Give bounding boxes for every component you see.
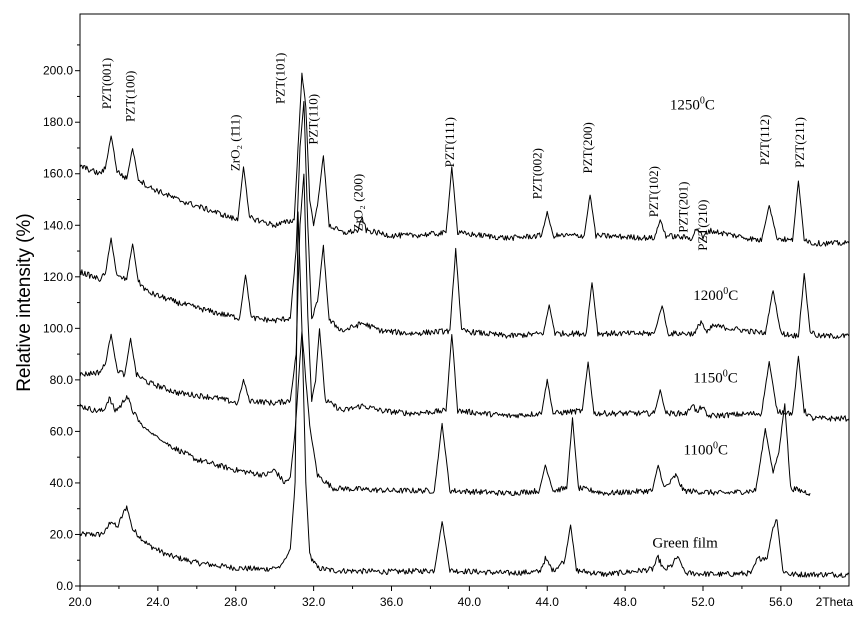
y-tick-label: 40.0 (50, 476, 74, 490)
series-layer (79, 72, 850, 578)
y-tick-label: 100.0 (43, 321, 73, 335)
y-tick-label: 20.0 (50, 527, 74, 541)
x-tick-label: 24.0 (146, 595, 170, 609)
peak-label-11: PZT(210) (695, 200, 710, 251)
peak-label-7: PZT(002) (529, 148, 544, 199)
peak-label-10: PZT(201) (675, 181, 690, 232)
x-axis-ticks: 20.0 24.0 28.0 32.0 36.0 40.0 44.0 48.0 52.0 56.0 (68, 586, 821, 609)
x-tick-label: 28.0 (224, 595, 248, 609)
x-tick-label: 56.0 (769, 595, 793, 609)
series-line-3 (79, 101, 850, 339)
peak-label-9: PZT(102) (646, 166, 661, 217)
plot-frame (79, 13, 850, 587)
y-tick-label: 200.0 (43, 64, 73, 78)
x-axis-label: 2Theta (816, 595, 854, 609)
series-line-4 (79, 72, 850, 247)
x-tick-label: 32.0 (302, 595, 326, 609)
peak-label-4: PZT(110) (306, 94, 321, 145)
curve-label-3: 11000C (684, 441, 728, 459)
peak-label-8: PZT(200) (580, 122, 595, 173)
y-tick-label: 140.0 (43, 218, 73, 232)
peak-label-3: PZT(101) (272, 53, 287, 104)
y-axis-ticks: 0.0 20.0 40.0 60.0 80.0 100.0 120.0 140.0 160.0 1… (43, 44, 80, 593)
peak-label-2: ZrO₂ (1̄11) (228, 114, 243, 171)
peak-label-1: PZT(100) (123, 71, 138, 122)
y-tick-label: 180.0 (43, 115, 73, 129)
peak-label-13: PZT(211) (792, 117, 807, 168)
y-tick-label: 160.0 (43, 167, 73, 181)
peak-label-5: ZrO₂ (200) (350, 174, 365, 232)
x-tick-label: 20.0 (68, 595, 92, 609)
x-tick-label: 40.0 (458, 595, 482, 609)
y-axis-label: Relative intensity (%) (14, 213, 35, 391)
curve-label-2: 11500C (693, 368, 737, 386)
y-tick-label: 80.0 (50, 373, 74, 387)
x-tick-label: 36.0 (380, 595, 404, 609)
y-tick-label: 60.0 (50, 424, 74, 438)
peak-labels: PZT(001) PZT(100) ZrO₂ (1̄11) PZT(101) PZT(1… (99, 53, 807, 251)
y-tick-label: 0.0 (56, 579, 73, 593)
x-tick-label: 52.0 (691, 595, 715, 609)
peak-label-0: PZT(001) (99, 58, 114, 109)
x-tick-label: 48.0 (613, 595, 637, 609)
curve-label-1: 12000C (693, 286, 738, 304)
plot-border (79, 13, 850, 587)
peak-label-6: PZT(111) (442, 117, 457, 167)
series-line-2 (79, 173, 850, 422)
y-tick-label: 120.0 (43, 270, 73, 284)
x-tick-label: 44.0 (536, 595, 560, 609)
curve-label-4: Green film (652, 535, 718, 551)
series-line-0 (79, 211, 850, 578)
curve-labels: 12500C 12000C 11500C 11000C Green film (652, 95, 738, 551)
peak-label-12: PZT(112) (757, 114, 772, 165)
curve-label-0: 12500C (670, 95, 715, 113)
series-line-1 (79, 331, 811, 496)
